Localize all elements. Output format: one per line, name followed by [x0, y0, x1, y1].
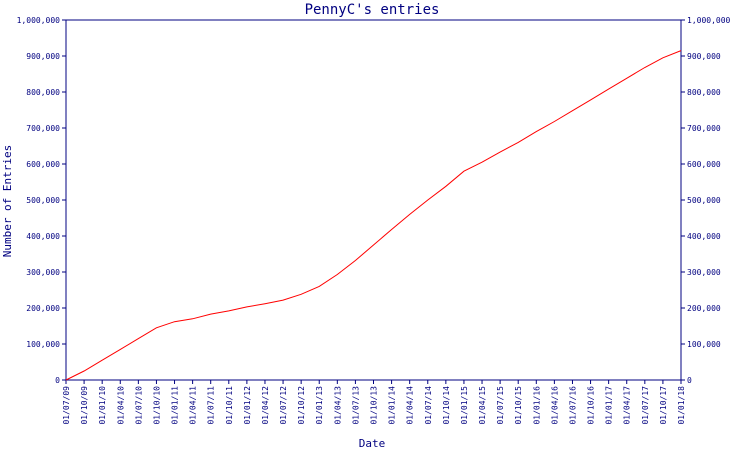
y-axis-label: Number of Entries — [1, 145, 14, 258]
y-tick-label-right: 0 — [687, 376, 692, 385]
y-tick-label-right: 800,000 — [687, 88, 721, 97]
y-tick-label-left: 700,000 — [26, 124, 60, 133]
x-tick-label: 01/01/12 — [243, 386, 252, 425]
plot-frame — [65, 19, 682, 381]
x-tick-label: 01/10/14 — [442, 386, 451, 425]
x-tick-label: 01/07/14 — [424, 386, 433, 425]
series-line — [65, 50, 682, 381]
x-tick-label: 01/01/15 — [460, 386, 469, 425]
y-tick-label-left: 800,000 — [26, 88, 60, 97]
x-tick-label: 01/04/13 — [333, 386, 342, 425]
x-tick-label: 01/01/14 — [388, 386, 397, 425]
x-tick-label: 01/10/11 — [225, 386, 234, 425]
y-tick-label-right: 200,000 — [687, 304, 721, 313]
x-axis-label: Date — [359, 437, 386, 450]
y-tick-label-left: 300,000 — [26, 268, 60, 277]
x-tick-label: 01/04/17 — [623, 386, 632, 425]
x-tick-label: 01/01/13 — [315, 386, 324, 425]
y-tick-label-left: 900,000 — [26, 52, 60, 61]
x-tick-label: 01/07/15 — [496, 386, 505, 425]
y-tick-label-right: 900,000 — [687, 52, 721, 61]
x-tick-label: 01/10/13 — [370, 386, 379, 425]
x-tick-label: 01/07/09 — [62, 386, 71, 425]
x-tick-label: 01/10/09 — [80, 386, 89, 425]
y-tick-label-right: 500,000 — [687, 196, 721, 205]
x-tick-label: 01/04/12 — [261, 386, 270, 425]
y-tick-label-left: 600,000 — [26, 160, 60, 169]
x-tick-label: 01/01/11 — [171, 386, 180, 425]
y-tick-label-right: 1,000,000 — [687, 16, 731, 25]
x-tick-label: 01/07/12 — [279, 386, 288, 425]
x-tick-label: 01/04/14 — [406, 386, 415, 425]
x-tick-label: 01/10/12 — [297, 386, 306, 425]
x-tick-label: 01/07/17 — [641, 386, 650, 425]
x-tick-label: 01/10/16 — [587, 386, 596, 425]
plot-area: 0 0 100,000 100,000 200,000 200,000 300,000 300… — [17, 16, 731, 425]
y-tick-label-right: 400,000 — [687, 232, 721, 241]
y-tick-label-left: 500,000 — [26, 196, 60, 205]
x-tick-label: 01/07/10 — [134, 386, 143, 425]
x-tick-label: 01/04/10 — [116, 386, 125, 425]
x-tick-label: 01/10/15 — [514, 386, 523, 425]
x-tick-label: 01/01/10 — [98, 386, 107, 425]
y-tick-label-left: 0 — [55, 376, 60, 385]
y-tick-label-right: 100,000 — [687, 340, 721, 349]
x-tick-label: 01/07/11 — [207, 386, 216, 425]
x-tick-label: 01/01/18 — [677, 386, 686, 425]
x-tick-label: 01/10/17 — [659, 386, 668, 425]
y-tick-label-left: 200,000 — [26, 304, 60, 313]
x-tick-label: 01/01/16 — [532, 386, 541, 425]
x-tick-label: 01/04/11 — [189, 386, 198, 425]
y-tick-label-left: 100,000 — [26, 340, 60, 349]
x-tick-label: 01/07/16 — [568, 386, 577, 425]
x-tick-label: 01/10/10 — [152, 386, 161, 425]
x-tick-label: 01/01/17 — [605, 386, 614, 425]
chart-title: PennyC's entries — [305, 2, 440, 18]
x-tick-label: 01/04/16 — [550, 386, 559, 425]
y-tick-label-right: 300,000 — [687, 268, 721, 277]
y-tick-label-left: 1,000,000 — [17, 16, 61, 25]
y-tick-label-right: 700,000 — [687, 124, 721, 133]
y-tick-label-right: 600,000 — [687, 160, 721, 169]
x-tick-label: 01/07/13 — [351, 386, 360, 425]
y-tick-label-left: 400,000 — [26, 232, 60, 241]
x-tick-label: 01/04/15 — [478, 386, 487, 425]
